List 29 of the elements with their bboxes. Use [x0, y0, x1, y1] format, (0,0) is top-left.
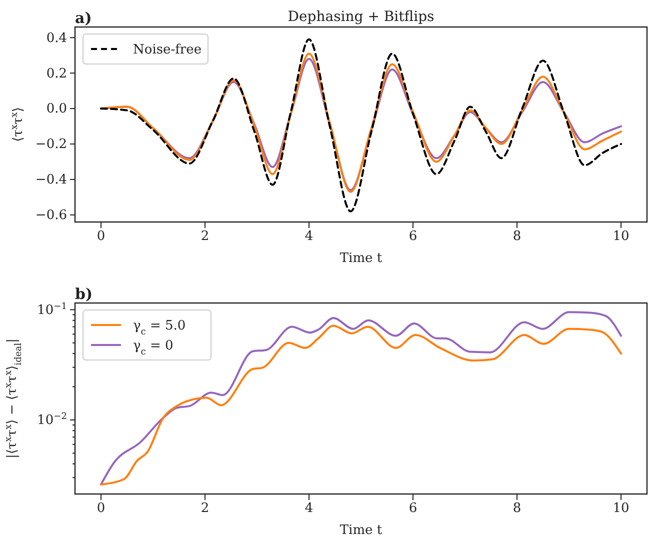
x-tick-label: 4	[304, 229, 314, 244]
x-tick-label: 10	[612, 229, 630, 244]
x-tick-label: 0	[96, 229, 106, 244]
y-tick-label: 10$^{−1}$	[37, 302, 67, 318]
y-tick-label: −0.4	[35, 172, 67, 188]
x-tick-label: 6	[408, 229, 418, 244]
x-tick-label: 2	[200, 501, 210, 516]
x-tick-label: 2	[200, 229, 210, 244]
line-series	[100, 38, 622, 212]
y-tick-label: 0.2	[46, 66, 67, 82]
x-tick-label: 8	[512, 501, 522, 516]
y-tick-label: 10$^{−2}$	[37, 412, 67, 428]
y-tick-label: 0.4	[46, 30, 67, 46]
x-tick-label: 8	[512, 229, 522, 244]
legend-label: γ$_{c}$ = 0	[133, 338, 174, 358]
x-tick-label: 0	[96, 501, 106, 516]
chart-title: Dephasing + Bitflips	[288, 9, 434, 25]
annotation: b)	[75, 285, 93, 303]
y-tick-label: 0.0	[46, 102, 67, 117]
annotation: a)	[75, 9, 92, 27]
x-tick-label: 4	[304, 501, 314, 516]
y-tick-label: −0.2	[35, 137, 67, 152]
x-tick-label: 6	[408, 501, 418, 516]
x-tick-label: 10	[612, 501, 630, 516]
legend-label: γ$_{c}$ = 5.0	[133, 318, 186, 338]
x-axis-title: Time t	[340, 523, 383, 538]
legend-label: Noise-free	[133, 42, 202, 58]
y-tick-label: −0.6	[35, 208, 67, 224]
x-axis-title: Time t	[340, 251, 383, 266]
